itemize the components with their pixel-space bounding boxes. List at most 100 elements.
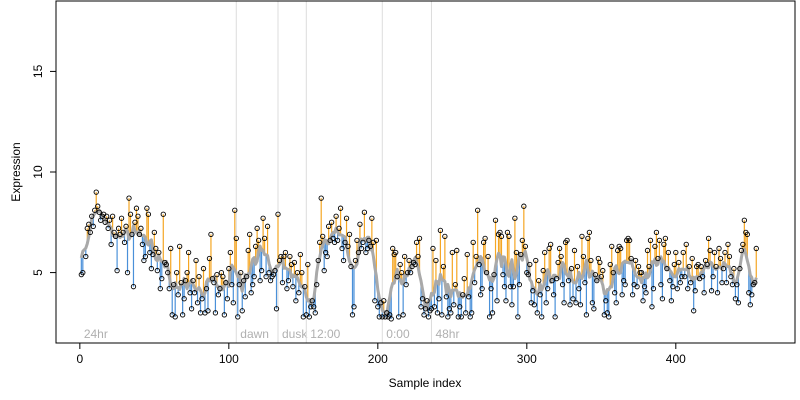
data-point (559, 282, 566, 288)
data-point (521, 203, 527, 209)
data-point (598, 273, 604, 280)
data-point (229, 282, 235, 288)
data-point (637, 269, 643, 276)
data-point (731, 265, 737, 272)
data-point (472, 279, 478, 286)
data-point (369, 215, 375, 221)
data-point (108, 241, 114, 248)
data-point (124, 269, 131, 276)
data-point (573, 300, 579, 306)
data-point (238, 269, 244, 276)
data-point (655, 255, 661, 262)
data-point (682, 273, 688, 280)
data-point (452, 282, 458, 288)
data-point (291, 259, 298, 266)
data-point (381, 298, 387, 304)
data-point (346, 231, 353, 238)
data-point (96, 209, 102, 215)
data-point (145, 211, 152, 217)
data-point (752, 279, 758, 286)
data-point (236, 282, 242, 288)
data-point (339, 245, 345, 252)
data-point (698, 263, 704, 270)
data-point (264, 223, 271, 229)
data-point (667, 277, 673, 284)
data-point (436, 296, 442, 302)
data-point (317, 239, 323, 246)
data-point (582, 279, 588, 286)
data-point (515, 314, 521, 320)
x-tick-label: 400 (666, 352, 686, 366)
data-point (600, 267, 606, 274)
data-point (522, 243, 528, 250)
data-point (533, 257, 539, 264)
data-point (394, 273, 400, 280)
data-point (735, 300, 742, 306)
data-point (440, 263, 447, 270)
data-point (397, 261, 403, 268)
data-point (248, 290, 254, 296)
data-point (732, 296, 739, 302)
data-point (513, 249, 520, 256)
data-point (561, 300, 567, 306)
data-point (227, 249, 233, 256)
fitted-line (79, 208, 758, 316)
data-point (549, 277, 555, 284)
data-point (343, 215, 350, 221)
data-point (166, 286, 172, 292)
data-point (443, 294, 450, 300)
data-point (104, 213, 110, 219)
data-point (333, 213, 339, 219)
data-point (242, 294, 248, 300)
data-point (591, 306, 597, 312)
data-point (153, 245, 159, 252)
data-point (519, 237, 525, 244)
data-point (179, 312, 186, 318)
data-point (221, 312, 228, 318)
data-point (254, 225, 260, 231)
data-point (650, 286, 657, 292)
data-point (498, 233, 505, 240)
data-point (224, 296, 230, 302)
data-point (165, 269, 171, 276)
data-point (130, 284, 137, 290)
data-point (555, 259, 561, 266)
data-point (168, 245, 174, 252)
data-point (649, 304, 655, 310)
data-point (476, 261, 482, 268)
data-point (474, 207, 481, 213)
data-point (348, 263, 354, 270)
data-point (710, 273, 716, 280)
data-point (354, 237, 360, 244)
data-point (214, 271, 220, 278)
data-point (676, 259, 682, 266)
data-point (163, 261, 169, 268)
data-point (112, 233, 119, 240)
data-point (220, 273, 226, 280)
data-point (685, 286, 691, 292)
fit-layer (79, 208, 758, 316)
data-point (102, 219, 108, 225)
data-point (503, 298, 509, 304)
data-point (571, 247, 578, 254)
data-point (556, 245, 563, 252)
data-point (577, 302, 584, 308)
data-point (177, 243, 183, 250)
x-axis: 0 100 200 300 400 (76, 342, 686, 366)
data-point (588, 257, 594, 264)
data-point (308, 304, 314, 310)
data-point (326, 223, 332, 229)
data-point (87, 229, 93, 236)
data-point (686, 263, 692, 270)
data-point (393, 249, 399, 256)
data-point (580, 253, 587, 260)
data-point (680, 249, 686, 256)
data-point (361, 209, 368, 215)
data-point (424, 298, 430, 304)
data-point (285, 277, 292, 284)
x-tick-label: 100 (219, 352, 239, 366)
data-point (430, 245, 436, 252)
data-point (407, 269, 414, 276)
data-point (656, 237, 663, 244)
data-point (688, 279, 694, 286)
